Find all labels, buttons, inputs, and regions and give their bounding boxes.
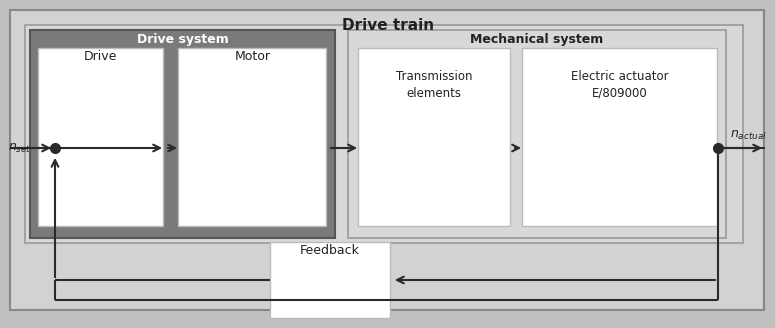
- Text: Mechanical system: Mechanical system: [470, 33, 604, 46]
- Text: $n_{actual}$: $n_{actual}$: [730, 129, 767, 142]
- Bar: [358, 48, 510, 226]
- Bar: [30, 30, 335, 238]
- Bar: [348, 30, 726, 238]
- Text: Drive system: Drive system: [137, 33, 229, 46]
- Text: Drive train: Drive train: [342, 18, 434, 33]
- Text: Transmission
elements: Transmission elements: [396, 70, 472, 100]
- Bar: [38, 48, 163, 226]
- Bar: [522, 48, 717, 226]
- Bar: [178, 48, 326, 226]
- Text: $n_{set}$: $n_{set}$: [8, 141, 32, 154]
- Text: Motor: Motor: [235, 50, 271, 63]
- Text: Electric actuator
E/809000: Electric actuator E/809000: [571, 70, 669, 100]
- Text: Drive: Drive: [84, 50, 117, 63]
- Bar: [270, 242, 390, 318]
- Text: Feedback: Feedback: [300, 244, 360, 257]
- Bar: [25, 25, 743, 243]
